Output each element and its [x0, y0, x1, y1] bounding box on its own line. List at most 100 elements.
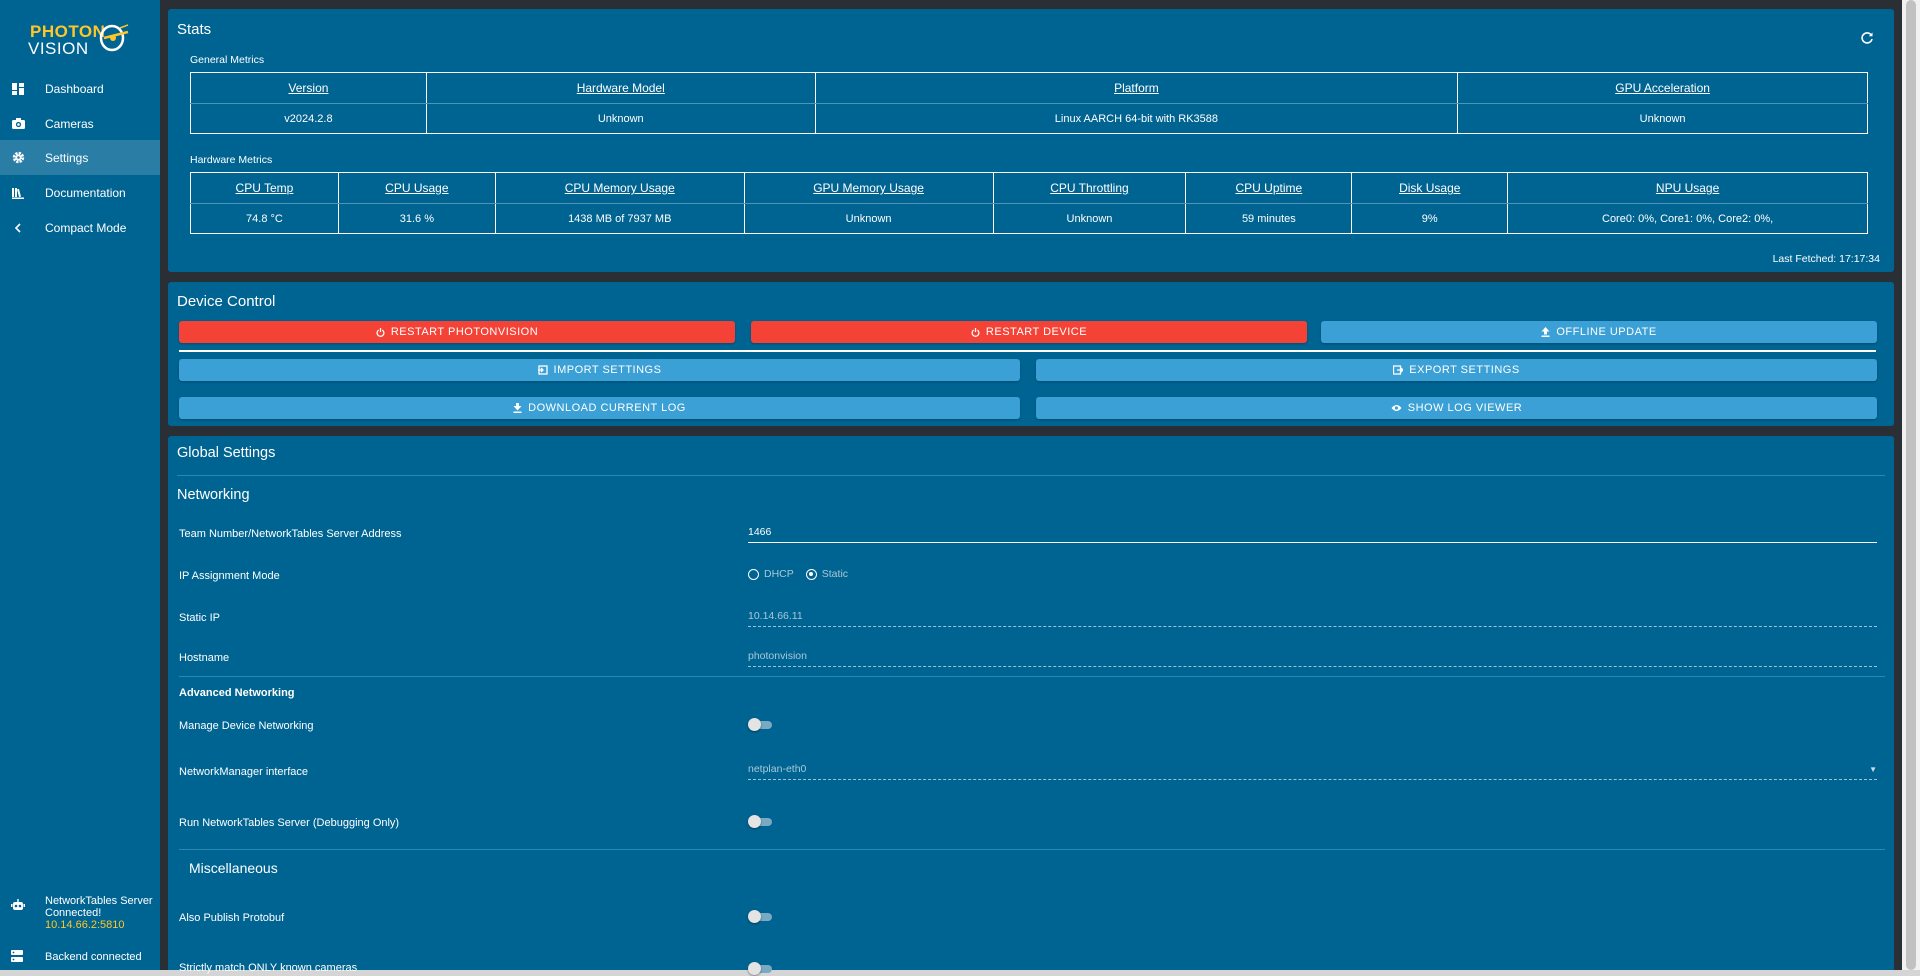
- ip-assignment-mode-label: IP Assignment Mode: [179, 570, 280, 582]
- static-ip-input[interactable]: 10.14.66.11: [748, 610, 1877, 628]
- stats-card: Stats General Metrics Version Hardware M…: [168, 9, 1894, 272]
- toggle-track: [752, 818, 772, 826]
- button-label: SHOW LOG VIEWER: [1407, 402, 1523, 414]
- photonvision-logo[interactable]: PHOTON VISION: [28, 20, 138, 60]
- toggle-knob: [748, 815, 761, 828]
- server-icon: [11, 950, 23, 965]
- restart-device-button[interactable]: RESTART DEVICE: [751, 321, 1307, 343]
- column-header: Disk Usage: [1351, 172, 1508, 204]
- device-control-card: Device Control RESTART PHOTONVISION REST…: [168, 282, 1894, 426]
- table-cell: 9%: [1351, 203, 1508, 234]
- column-header: Version: [190, 72, 427, 104]
- networking-title: Networking: [177, 487, 250, 503]
- chevron-left-icon: [11, 221, 25, 235]
- sidebar-item-compact-mode[interactable]: Compact Mode: [0, 210, 160, 245]
- table-cell: Core0: 0%, Core1: 0%, Core2: 0%,: [1507, 203, 1868, 234]
- camera-icon: [11, 117, 25, 131]
- sidebar-item-settings[interactable]: Settings: [0, 140, 160, 175]
- static-radio[interactable]: [805, 568, 817, 580]
- toggle-knob: [748, 962, 761, 975]
- button-label: EXPORT SETTINGS: [1409, 364, 1520, 376]
- backend-status-text: Backend connected: [45, 951, 142, 963]
- column-header: GPU Acceleration: [1457, 72, 1868, 104]
- table-row: 74.8 °C 31.6 % 1438 MB of 7937 MB Unknow…: [191, 203, 1868, 234]
- button-label: RESTART PHOTONVISION: [390, 326, 539, 338]
- input-underline: [748, 779, 1877, 780]
- eye-icon: [1391, 404, 1402, 412]
- sidebar-item-label: Compact Mode: [45, 220, 127, 235]
- sidebar-item-label: Dashboard: [45, 81, 104, 96]
- team-number-input[interactable]: 1466: [748, 526, 1877, 544]
- column-header: CPU Temp: [190, 172, 339, 204]
- team-number-label: Team Number/NetworkTables Server Address: [179, 528, 402, 540]
- show-log-viewer-button[interactable]: SHOW LOG VIEWER: [1036, 397, 1877, 419]
- button-label: DOWNLOAD CURRENT LOG: [528, 402, 686, 414]
- static-radio-label[interactable]: Static: [821, 568, 849, 580]
- dashboard-icon: [11, 82, 25, 96]
- static-ip-value: 10.14.66.11: [748, 610, 803, 622]
- strict-match-cameras-label: Strictly match ONLY known cameras: [179, 962, 358, 974]
- team-number-value: 1466: [748, 526, 772, 538]
- strict-match-cameras-toggle[interactable]: [748, 962, 774, 976]
- ip-assignment-mode-radio-group: DHCP Static: [748, 568, 860, 580]
- toggle-track: [752, 965, 772, 973]
- sidebar-item-cameras[interactable]: Cameras: [0, 106, 160, 141]
- import-icon: [537, 365, 548, 375]
- power-icon: [971, 327, 980, 337]
- download-icon: [513, 403, 522, 413]
- networkmanager-interface-select[interactable]: netplan-eth0 ▼: [748, 763, 1877, 781]
- nt-status-line1: NetworkTables Server: [45, 895, 153, 907]
- export-settings-button[interactable]: EXPORT SETTINGS: [1036, 359, 1877, 381]
- scrollbar-thumb[interactable]: [1906, 0, 1916, 970]
- dhcp-radio-label[interactable]: DHCP: [764, 568, 794, 580]
- global-settings-title: Global Settings: [177, 445, 276, 461]
- section-divider: [179, 849, 1885, 850]
- column-header: GPU Memory Usage: [743, 172, 993, 204]
- sidebar-item-documentation[interactable]: Documentation: [0, 175, 160, 210]
- networkmanager-interface-value: netplan-eth0: [748, 763, 807, 775]
- static-ip-label: Static IP: [179, 612, 220, 624]
- hostname-value: photonvision: [748, 650, 807, 662]
- offline-update-button[interactable]: OFFLINE UPDATE: [1321, 321, 1877, 343]
- nt-server-address: 10.14.66.2:5810: [45, 919, 125, 931]
- column-header: CPU Memory Usage: [494, 172, 745, 204]
- section-divider: [177, 475, 1885, 476]
- button-label: OFFLINE UPDATE: [1556, 326, 1657, 338]
- section-divider: [179, 676, 1885, 677]
- hardware-metrics-label: Hardware Metrics: [190, 154, 273, 166]
- table-cell: Unknown: [743, 203, 993, 234]
- import-settings-button[interactable]: IMPORT SETTINGS: [179, 359, 1020, 381]
- toggle-track: [752, 913, 772, 921]
- toggle-knob: [748, 910, 761, 923]
- miscellaneous-title: Miscellaneous: [189, 860, 278, 876]
- gear-icon: [11, 151, 25, 165]
- hostname-label: Hostname: [179, 652, 230, 664]
- dhcp-radio[interactable]: [748, 568, 759, 580]
- button-label: RESTART DEVICE: [985, 326, 1088, 338]
- restart-photonvision-button[interactable]: RESTART PHOTONVISION: [179, 321, 735, 343]
- table-cell: Unknown: [1457, 103, 1868, 134]
- page-scrollbar[interactable]: [1902, 0, 1920, 970]
- upload-icon: [1541, 327, 1550, 337]
- manage-device-networking-toggle[interactable]: [748, 718, 774, 732]
- sidebar-item-label: Documentation: [45, 185, 126, 200]
- networkmanager-interface-label: NetworkManager interface: [179, 766, 309, 778]
- download-current-log-button[interactable]: DOWNLOAD CURRENT LOG: [179, 397, 1020, 419]
- column-header: Hardware Model: [425, 72, 816, 104]
- sidebar-item-dashboard[interactable]: Dashboard: [0, 71, 160, 106]
- robot-icon: [11, 899, 25, 914]
- last-fetched-timestamp: Last Fetched: 17:17:34: [1772, 253, 1880, 265]
- hostname-input[interactable]: photonvision: [748, 650, 1877, 668]
- run-nt-server-toggle[interactable]: [748, 815, 774, 829]
- power-icon: [376, 327, 385, 337]
- refresh-icon[interactable]: [1860, 31, 1874, 50]
- column-header: CPU Usage: [337, 172, 496, 204]
- global-settings-card: Global Settings Networking Team Number/N…: [168, 436, 1894, 975]
- table-cell: 1438 MB of 7937 MB: [494, 203, 745, 234]
- logo-eye-icon: [99, 24, 129, 52]
- button-label: IMPORT SETTINGS: [553, 364, 662, 376]
- general-metrics-label: General Metrics: [190, 54, 265, 66]
- publish-protobuf-toggle[interactable]: [748, 910, 774, 924]
- logo-text-vision: VISION: [28, 39, 89, 58]
- stats-title: Stats: [177, 21, 212, 38]
